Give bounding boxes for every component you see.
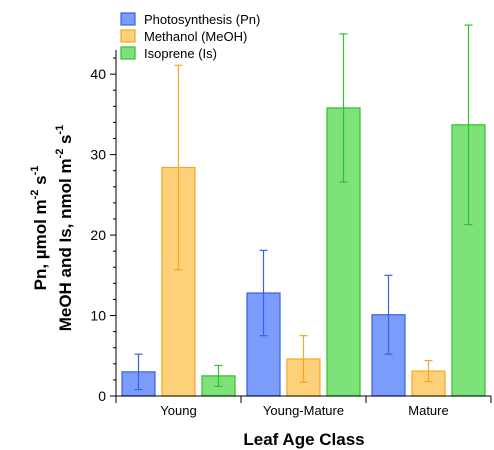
legend-swatch [120, 46, 136, 60]
y-tick-label: 30 [90, 147, 106, 163]
y-title-1-sup1: -2 [29, 190, 41, 200]
legend-label: Photosynthesis (Pn) [144, 12, 260, 27]
y-tick-label: 20 [90, 227, 106, 243]
axes-group: 0 10 20 30 40 Young Young-Mature Mature [90, 50, 492, 418]
y-axis-title-line2: MeOH and Is, nmol m-2 s-1 [54, 125, 75, 332]
y-tick-label: 40 [90, 66, 106, 82]
legend-swatch [120, 12, 136, 26]
x-tick-label: Young [160, 403, 196, 418]
y-title-2-sup1: -2 [54, 149, 66, 159]
x-axis-title: Leaf Age Class [243, 430, 364, 449]
x-tick-label: Mature [408, 403, 448, 418]
svg-text:MeOH and Is, nmol m-2 s-1: MeOH and Is, nmol m-2 s-1 [54, 125, 75, 332]
legend-label: Methanol (MeOH) [144, 29, 247, 44]
y-title-2-main: MeOH and Is, nmol m [56, 158, 75, 331]
y-tick-label: 0 [98, 388, 106, 404]
y-axis-title-line1: Pn, µmol m-2 s-1 [29, 166, 50, 291]
y-title-1-mid: s [31, 175, 50, 189]
legend-label: Isoprene (Is) [144, 46, 217, 61]
bars-group [121, 24, 486, 397]
legend-swatch [120, 29, 136, 43]
y-title-2-mid: s [56, 134, 75, 148]
y-title-1-main: Pn, µmol m [31, 199, 50, 290]
x-tick-label: Young-Mature [263, 403, 344, 418]
y-tick-label: 10 [90, 308, 106, 324]
svg-text:Pn, µmol m-2 s-1: Pn, µmol m-2 s-1 [29, 166, 50, 291]
legend: Photosynthesis (Pn) Methanol (MeOH) Isopre… [120, 12, 260, 61]
y-title-1-sup2: -1 [29, 166, 41, 176]
y-title-2-sup2: -1 [54, 125, 66, 135]
